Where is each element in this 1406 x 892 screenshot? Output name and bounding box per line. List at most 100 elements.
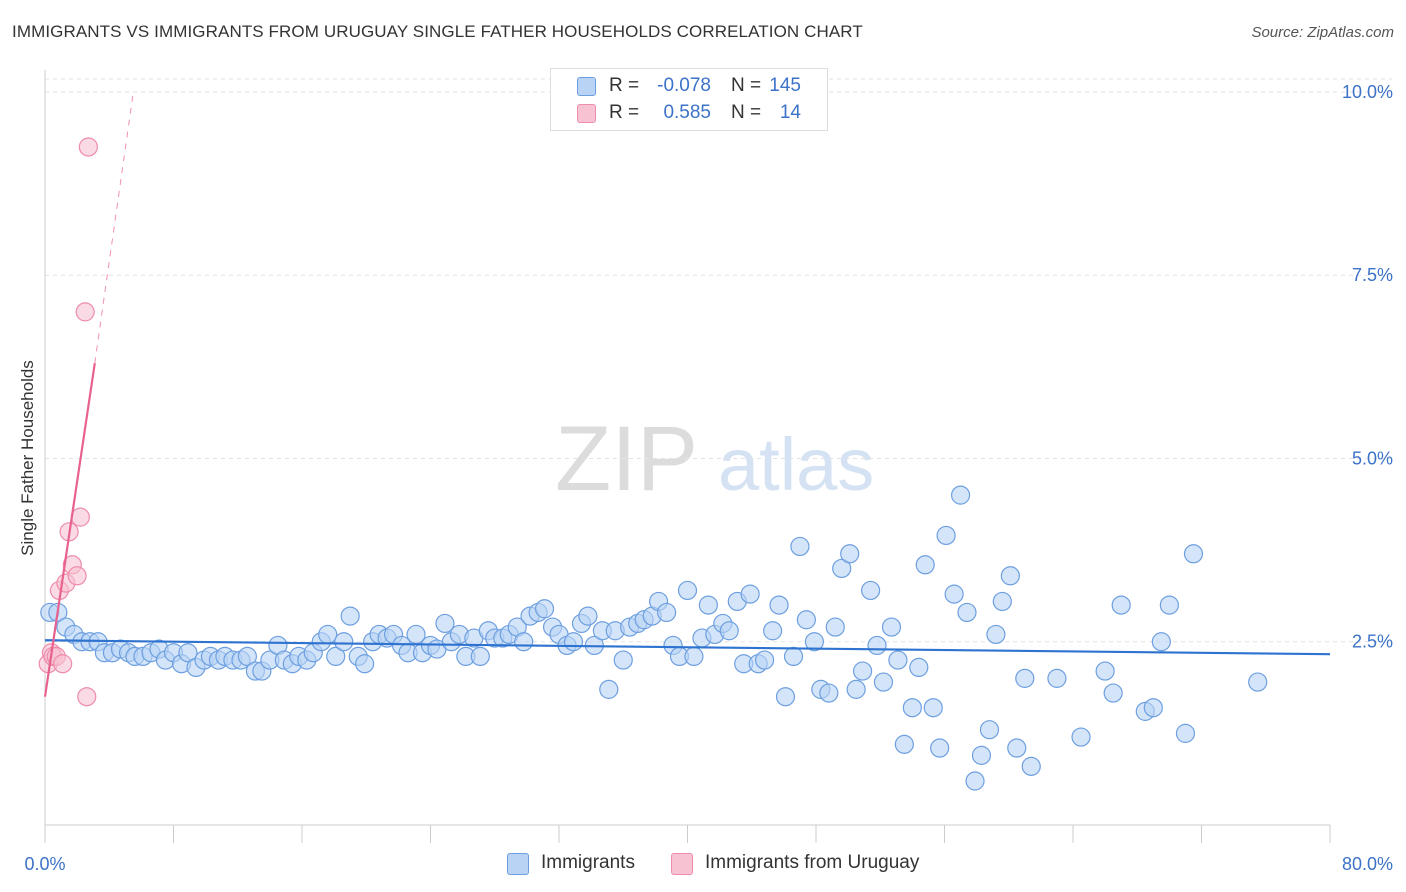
data-point-immigrants — [923, 698, 943, 718]
bottom-legend-label: Immigrants — [541, 852, 635, 873]
data-point-immigrants — [237, 646, 257, 667]
data-point-immigrants — [1159, 595, 1179, 615]
chart-title: IMMIGRANTS VS IMMIGRANTS FROM URUGUAY SI… — [12, 22, 863, 41]
data-point-immigrants — [971, 745, 992, 765]
legend-r-label: R = — [609, 102, 640, 123]
data-point-immigrants — [340, 606, 360, 626]
axes — [44, 70, 1331, 843]
data-point-immigrants — [819, 683, 839, 703]
data-point-immigrants — [578, 606, 598, 626]
data-point-uruguay — [77, 687, 97, 707]
data-point-uruguay — [78, 137, 98, 157]
series-uruguay — [38, 137, 98, 707]
data-point-immigrants — [804, 632, 824, 652]
data-point-immigrants — [873, 672, 894, 692]
data-point-immigrants — [881, 617, 902, 637]
data-point-immigrants — [790, 536, 810, 557]
data-point-immigrants — [992, 591, 1012, 612]
x-tick-label: 0.0% — [24, 854, 65, 874]
data-point-immigrants — [719, 621, 739, 641]
data-point-immigrants — [1248, 672, 1268, 692]
data-point-immigrants — [1007, 738, 1027, 758]
data-point-immigrants — [1143, 698, 1163, 718]
data-point-immigrants — [613, 650, 633, 670]
data-point-immigrants — [740, 584, 760, 604]
legend-swatch-pink — [577, 104, 596, 123]
data-point-immigrants — [599, 679, 619, 699]
series-immigrants — [40, 485, 1268, 791]
data-point-immigrants — [754, 650, 775, 670]
data-point-immigrants — [944, 584, 964, 604]
data-point-immigrants — [563, 632, 584, 652]
legend-n-label: N = — [731, 75, 762, 96]
data-point-immigrants — [957, 602, 977, 623]
data-point-immigrants — [846, 679, 866, 699]
data-point-uruguay — [70, 507, 90, 527]
data-point-immigrants — [318, 624, 338, 645]
data-point-immigrants — [1000, 566, 1020, 586]
trend-line-uruguay — [43, 363, 96, 697]
data-point-immigrants — [1095, 661, 1115, 681]
tick-labels: 2.5% 5.0% 7.5% 10.0% 0.0% 80.0% — [24, 82, 1393, 874]
data-point-immigrants — [775, 687, 796, 707]
legend-r-value: 0.585 — [663, 102, 711, 123]
legend-row-immigrants: R = -0.078 N = 145 — [551, 75, 827, 99]
data-point-uruguay — [53, 654, 73, 674]
data-point-immigrants — [840, 544, 860, 564]
data-point-immigrants — [1021, 756, 1041, 776]
data-point-immigrants — [965, 771, 985, 791]
data-point-immigrants — [698, 595, 718, 615]
data-point-immigrants — [470, 646, 490, 667]
data-point-immigrants — [832, 558, 852, 579]
data-point-immigrants — [825, 617, 845, 637]
data-point-immigrants — [915, 555, 935, 575]
trend-line-uruguay-extension — [94, 91, 134, 364]
y-tick-label: 7.5% — [1352, 265, 1393, 285]
data-point-immigrants — [979, 720, 1000, 740]
data-point-immigrants — [1175, 723, 1196, 743]
data-point-immigrants — [867, 635, 887, 656]
y-tick-label: 2.5% — [1352, 632, 1393, 652]
legend-n-label: N = — [731, 102, 762, 123]
data-point-immigrants — [514, 632, 534, 652]
data-point-immigrants — [796, 610, 816, 630]
watermark-zip: ZIP — [555, 408, 698, 510]
legend-row-uruguay: R = 0.585 N = 14 — [551, 102, 827, 126]
watermark: ZIP atlas — [555, 408, 874, 510]
data-point-immigrants — [936, 525, 956, 546]
data-point-uruguay — [75, 302, 95, 322]
data-point-immigrants — [534, 599, 555, 619]
y-tick-label: 5.0% — [1352, 448, 1393, 468]
bottom-legend-swatch-pink — [671, 853, 693, 875]
data-point-immigrants — [909, 657, 929, 678]
data-point-immigrants — [1071, 727, 1091, 747]
data-point-immigrants — [355, 654, 375, 674]
y-tick-label: 10.0% — [1342, 82, 1393, 102]
data-point-immigrants — [1015, 668, 1035, 688]
data-point-immigrants — [769, 595, 789, 615]
legend-r-label: R = — [609, 75, 640, 96]
trend-line-immigrants — [44, 639, 1331, 656]
data-point-immigrants — [677, 580, 698, 601]
data-point-immigrants — [852, 661, 873, 681]
data-point-immigrants — [861, 580, 881, 601]
data-point-immigrants — [986, 624, 1006, 645]
data-point-immigrants — [894, 734, 914, 754]
data-point-immigrants — [435, 613, 455, 634]
data-point-immigrants — [1183, 544, 1204, 564]
stats-legend: R = -0.078 N = 145 R = 0.585 N = 14 — [550, 68, 828, 131]
data-point-immigrants — [326, 646, 346, 667]
watermark-atlas: atlas — [718, 423, 874, 506]
data-point-immigrants — [950, 485, 971, 505]
data-point-immigrants — [657, 602, 677, 623]
data-point-immigrants — [930, 738, 950, 758]
data-point-immigrants — [1151, 632, 1171, 652]
data-point-immigrants — [1111, 595, 1131, 615]
data-point-immigrants — [763, 621, 783, 641]
data-point-immigrants — [684, 646, 704, 667]
legend-swatch-blue — [577, 77, 596, 96]
data-point-immigrants — [902, 698, 922, 718]
data-point-immigrants — [178, 643, 198, 663]
bottom-legend-label: Immigrants from Uruguay — [705, 852, 920, 873]
legend-n-value: 14 — [779, 102, 801, 123]
